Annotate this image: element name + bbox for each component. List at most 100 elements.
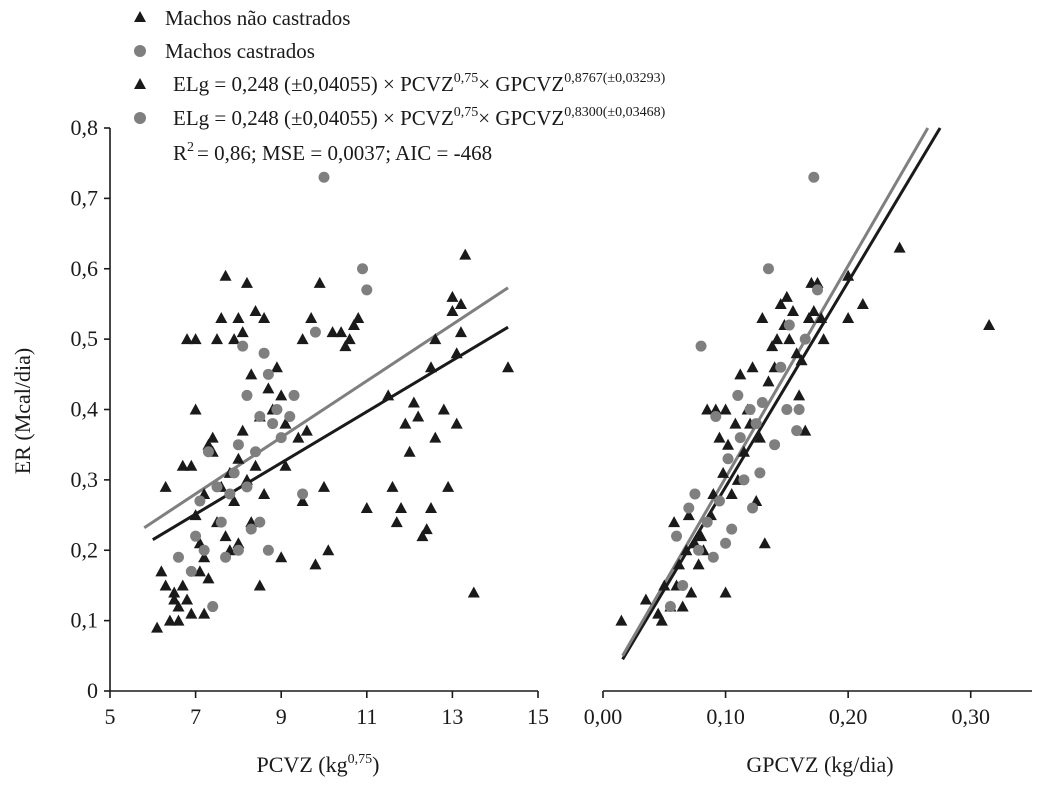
triangle-point: [322, 544, 335, 556]
triangle-point: [232, 452, 245, 464]
triangle-point: [815, 312, 828, 324]
triangle-point: [386, 480, 399, 492]
fit-line-nao-castrados: [621, 127, 942, 661]
triangle-point: [793, 389, 806, 401]
left-fit-lines: [143, 286, 509, 541]
triangle-point: [450, 417, 463, 429]
triangle-point: [429, 333, 442, 345]
circle-point: [284, 411, 296, 423]
triangle-point: [407, 396, 420, 408]
circle-point: [202, 446, 214, 458]
triangle-point: [709, 403, 722, 415]
triangle-point: [615, 614, 628, 626]
y-tick-label: 0,1: [71, 608, 99, 633]
triangle-point: [454, 326, 467, 338]
circle-point: [701, 516, 713, 528]
triangle-point: [707, 487, 720, 499]
triangle-point: [450, 347, 463, 359]
triangle-point: [232, 537, 245, 549]
triangle-point: [300, 424, 313, 436]
circle-point: [297, 488, 309, 500]
circle-point: [318, 171, 330, 183]
triangle-point: [695, 530, 708, 542]
circle-point: [744, 404, 756, 415]
triangle-point: [151, 621, 164, 633]
triangle-point: [416, 530, 429, 542]
legend-triangle-marker: [134, 11, 146, 22]
left-x-ticks: 5 7 9 11 13 15: [105, 691, 549, 729]
triangle-point: [719, 403, 732, 415]
circle-point: [808, 171, 820, 183]
triangle-point: [429, 431, 442, 443]
triangle-point: [343, 333, 356, 345]
triangle-point: [811, 276, 824, 288]
triangle-point: [817, 333, 830, 345]
circle-point: [671, 530, 683, 542]
triangle-point: [766, 340, 779, 352]
triangle-point: [185, 607, 198, 619]
triangle-point: [202, 572, 215, 584]
left-y-ticks: 0 0,1 0,2 0,3 0,4 0,5 0,6 0,7 0,8: [71, 115, 110, 703]
triangle-point: [219, 269, 232, 281]
triangle-point: [795, 354, 808, 366]
triangle-point: [390, 516, 403, 528]
triangle-point: [713, 431, 726, 443]
triangle-point: [189, 333, 202, 345]
circle-point: [750, 418, 762, 430]
y-tick-label: 0,8: [71, 115, 99, 140]
right-x-ticks: 0,00 0,10 0,20 0,30: [584, 691, 990, 729]
fit-line-castrados: [621, 127, 930, 657]
triangle-point: [309, 558, 322, 570]
triangle-point: [296, 333, 309, 345]
circle-point: [309, 326, 321, 338]
fit-line-castrados: [143, 286, 509, 529]
triangle-point: [382, 389, 395, 401]
triangle-point: [219, 530, 232, 542]
left-x-axis-title: PCVZ (kg0,75): [257, 752, 380, 777]
circle-point: [357, 263, 369, 275]
circle-point: [220, 551, 232, 563]
triangle-point: [275, 389, 288, 401]
triangle-point: [155, 565, 168, 577]
triangle-point: [176, 579, 189, 591]
triangle-point: [335, 326, 348, 338]
triangle-point: [249, 459, 262, 471]
triangle-point: [701, 403, 714, 415]
triangle-point: [193, 565, 206, 577]
circle-point: [769, 439, 781, 451]
triangle-point: [296, 494, 309, 506]
triangle-point: [232, 312, 245, 324]
circle-point: [271, 404, 283, 415]
circle-point: [738, 474, 750, 486]
circle-point: [799, 333, 811, 345]
triangle-point: [198, 551, 211, 563]
legend: Machos não castrados Machos castrados EL…: [134, 6, 666, 165]
chart-panel-pcvz: 0 0,1 0,2 0,3 0,4 0,5 0,6 0,7 0,8 5 7 9 11 13 15 PCVZ…: [71, 115, 550, 777]
circle-point: [258, 347, 270, 359]
triangle-point: [249, 304, 262, 316]
triangle-point: [442, 480, 455, 492]
triangle-point: [655, 614, 668, 626]
triangle-point: [399, 417, 412, 429]
circle-point: [172, 551, 184, 563]
circle-point: [762, 263, 774, 275]
x-tick-label: 13: [441, 704, 463, 729]
triangle-point: [753, 431, 766, 443]
triangle-point: [172, 600, 185, 612]
triangle-point: [734, 368, 747, 380]
triangle-point: [719, 586, 732, 598]
triangle-point: [771, 333, 784, 345]
circle-point: [683, 502, 695, 514]
triangle-point: [168, 593, 181, 605]
triangle-point: [658, 579, 671, 591]
circle-point: [722, 453, 734, 465]
triangle-point: [292, 431, 305, 443]
right-fit-lines: [621, 127, 942, 661]
triangle-point: [729, 417, 742, 429]
triangle-point: [454, 297, 467, 309]
circle-point: [241, 389, 253, 401]
triangle-point: [168, 586, 181, 598]
triangle-point: [725, 487, 738, 499]
triangle-point: [425, 502, 437, 514]
triangle-point: [780, 290, 793, 302]
